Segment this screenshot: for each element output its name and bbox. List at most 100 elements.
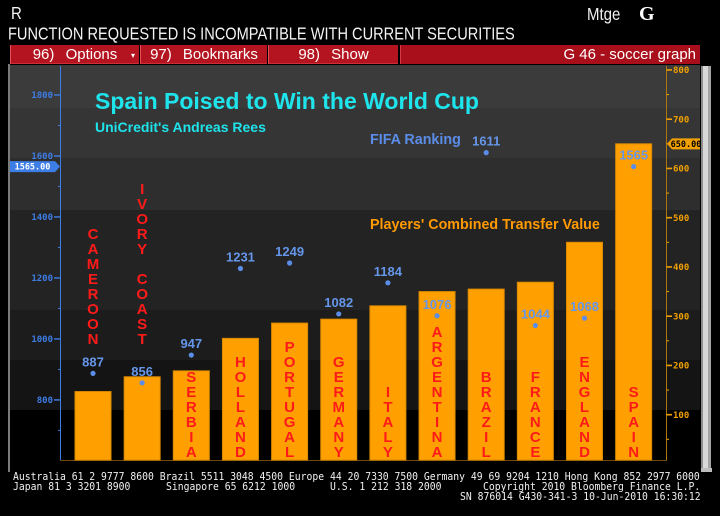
market-sector: Mtge [587, 4, 621, 25]
footer-copyright: Copyright 2010 Bloomberg Finance L.P. [483, 480, 701, 494]
footer-phone-singapore: Singapore 65 6212 1000 [166, 480, 296, 494]
fifa-ranking-point-argentina [434, 313, 440, 319]
chart-title: Spain Poised to Win the World Cup [95, 88, 479, 114]
scrollbar-thumb[interactable] [703, 66, 708, 470]
bar-brazil [467, 288, 505, 461]
fifa-ranking-label-france: 1044 [521, 307, 551, 322]
fifa-ranking-point-spain [631, 164, 637, 170]
left-axis-tick-label: 1600 [31, 152, 53, 162]
bar-cameroon [74, 391, 112, 461]
left-axis-tick-label: 1800 [31, 91, 53, 101]
left-last-value-label: 1565.00 [15, 163, 51, 173]
fifa-ranking-point-serbia [188, 352, 194, 358]
fifa-ranking-label-serbia: 947 [180, 336, 202, 351]
bar-italy [369, 305, 407, 461]
panel-left-border [8, 64, 10, 472]
right-axis-tick-label: 300 [673, 312, 689, 322]
chart: 800 1000 1200 1400 1600 1800 100 200 300 400 500 6… [8, 64, 712, 472]
footer-phone-us: U.S. 1 212 318 2000 [330, 480, 442, 494]
show-menu-button[interactable]: 98) Show [268, 45, 398, 64]
fifa-ranking-label-spain: 1565 [619, 148, 648, 163]
function-key: G [639, 3, 655, 25]
fifa-ranking-label-england: 1068 [570, 299, 599, 314]
bar-argentina [418, 291, 456, 461]
plot-band [10, 108, 700, 158]
fifa-ranking-label-cameroon: 887 [82, 354, 104, 369]
left-axis-tick-label: 1000 [31, 335, 53, 345]
chart-subtitle: UniCredit's Andreas Rees [95, 119, 266, 135]
scrollbar[interactable] [701, 66, 712, 472]
fifa-ranking-series: 887 856 947 1231 1249 1082 1184 1076 1611 1044 106… [82, 134, 648, 386]
bar-serbia [172, 370, 210, 461]
bar-ivory-coast [123, 376, 161, 461]
right-axis: 100 200 300 400 500 600 700 800 [666, 66, 689, 440]
category-labels: C A M E R O O N I V O R Y C O A S T S E R B I A H O L L A N D P O R T U G A L G… [87, 181, 639, 461]
fifa-ranking-point-germany [336, 311, 342, 317]
left-last-value-tag [10, 161, 60, 173]
fifa-ranking-point-brazil [483, 150, 489, 156]
right-axis-tick-label: 200 [673, 362, 689, 372]
footer-serial-timestamp: SN 876014 G430-341-3 10-Jun-2010 16:30:1… [460, 490, 701, 504]
fifa-ranking-point-portugal [287, 260, 293, 266]
fifa-ranking-label-italy: 1184 [374, 264, 403, 279]
left-axis-tick-label: 1400 [31, 213, 53, 223]
left-axis-tick-label: 1200 [31, 274, 53, 284]
last-value-tags: 1565.00 650.00 [10, 138, 702, 173]
fifa-ranking-point-italy [385, 280, 391, 286]
dropdown-arrow-icon: ▾ [130, 51, 135, 60]
left-axis-tick-label: 800 [37, 396, 53, 406]
bookmarks-menu-label: 97) Bookmarks [150, 46, 258, 63]
options-menu-label: 96) Options [32, 46, 118, 63]
show-menu-label: 98) Show [298, 46, 369, 63]
fifa-ranking-point-england [581, 315, 588, 321]
error-message: FUNCTION REQUESTED IS INCOMPATIBLE WITH … [8, 24, 515, 45]
security-code: R [11, 3, 22, 24]
right-axis-tick-label: 700 [673, 115, 689, 125]
bookmarks-menu-button[interactable]: 97) Bookmarks [140, 45, 267, 64]
bar-series [74, 143, 653, 461]
right-axis-tick-label: 100 [673, 411, 689, 421]
left-axis: 800 1000 1200 1400 1600 1800 [31, 91, 61, 431]
menu-bar: 96) Options ▾ 97) Bookmarks 98) Show G 4… [10, 45, 700, 64]
options-menu-button[interactable]: 96) Options ▾ [10, 45, 139, 64]
legend-fifa-ranking: FIFA Ranking [370, 132, 461, 148]
fifa-ranking-point-france [532, 322, 538, 329]
footer-phone-japan: Japan 81 3 3201 8900 [13, 480, 131, 494]
fifa-ranking-label-holland: 1231 [226, 249, 255, 264]
fifa-ranking-label-portugal: 1249 [275, 244, 304, 259]
right-axis-tick-label: 500 [673, 214, 689, 224]
bar-holland [221, 337, 259, 461]
right-last-value-label: 650.00 [671, 140, 702, 150]
plot-band [10, 65, 700, 108]
plot-band [10, 158, 700, 210]
right-axis-tick-label: 800 [673, 66, 689, 76]
fifa-ranking-label-brazil: 1611 [472, 134, 500, 149]
right-axis-tick-label: 400 [673, 263, 689, 273]
scrollbar-edge [708, 66, 711, 470]
scrollbar-foot [701, 468, 712, 472]
fifa-ranking-label-argentina: 1076 [423, 297, 452, 312]
footer-phone-line-1: Australia 61 2 9777 8600 Brazil 5511 304… [13, 470, 700, 484]
fifa-ranking-label-ivory-coast: 856 [131, 364, 153, 379]
bar-france [516, 281, 554, 461]
fifa-ranking-point-holland [237, 265, 244, 272]
legend-transfer-value: Players' Combined Transfer Value [370, 217, 600, 233]
fifa-ranking-point-ivory-coast [139, 380, 145, 386]
right-axis-tick-label: 600 [673, 165, 689, 175]
right-last-value-tag [667, 138, 700, 150]
scrollbar-edge [701, 66, 703, 470]
fifa-ranking-point-cameroon [90, 370, 96, 376]
bar-germany [320, 318, 358, 461]
